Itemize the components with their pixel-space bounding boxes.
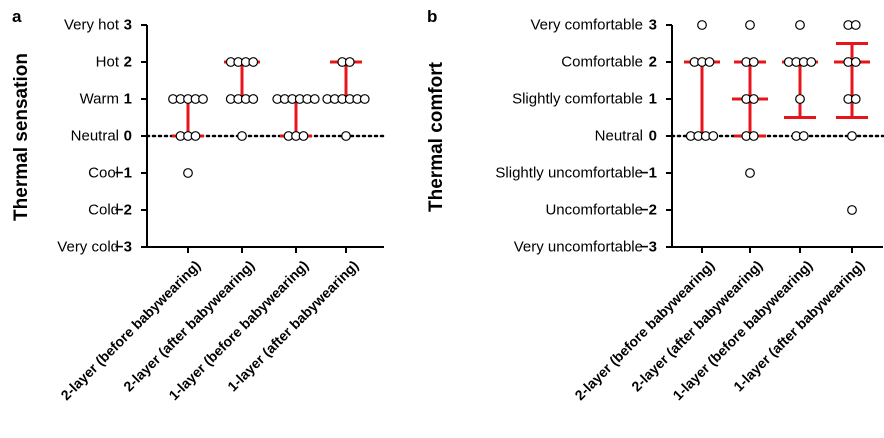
y-tick-number: −2 bbox=[115, 202, 132, 219]
series-4 bbox=[834, 20, 870, 215]
data-point bbox=[183, 168, 193, 178]
y-tick-label: Very hot bbox=[64, 17, 120, 34]
data-point bbox=[748, 131, 759, 141]
series-2 bbox=[224, 57, 260, 141]
data-point bbox=[344, 57, 355, 67]
data-point bbox=[190, 131, 201, 141]
data-point bbox=[795, 94, 805, 104]
data-point bbox=[798, 131, 809, 141]
y-tick-label: Very comfortable bbox=[530, 17, 643, 34]
y-axis-title: Thermal sensation bbox=[11, 53, 32, 221]
y-tick-number: −1 bbox=[115, 165, 132, 182]
y-tick-label: Very cold bbox=[57, 239, 119, 256]
data-point bbox=[850, 57, 861, 67]
chart-panel-b: b Thermal comfort 3 Very comfortable 2 Comfor… bbox=[426, 7, 884, 403]
y-tick-label: Very uncomfortable bbox=[514, 239, 643, 256]
y-tick-label: Cold bbox=[88, 202, 119, 219]
panel-letter: a bbox=[12, 7, 22, 26]
y-tick-number: 0 bbox=[124, 128, 132, 145]
y-tick-number: 0 bbox=[649, 128, 657, 145]
data-point bbox=[745, 20, 755, 30]
y-tick-number: −3 bbox=[640, 239, 657, 256]
y-tick-number: −1 bbox=[640, 165, 657, 182]
y-tick-number: 1 bbox=[124, 91, 132, 108]
y-tick-number: 1 bbox=[649, 91, 657, 108]
data-point bbox=[795, 20, 805, 30]
data-point bbox=[359, 94, 370, 104]
y-tick-label: Comfortable bbox=[561, 54, 643, 71]
y-axis-title: Thermal comfort bbox=[426, 61, 447, 212]
data-point bbox=[697, 20, 707, 30]
y-tick-number: 2 bbox=[649, 54, 657, 71]
y-tick-number: 2 bbox=[124, 54, 132, 71]
data-point bbox=[309, 94, 320, 104]
data-point bbox=[198, 94, 208, 104]
y-tick-label: Slightly comfortable bbox=[512, 91, 643, 108]
y-tick-label: Cool bbox=[88, 165, 119, 182]
data-point bbox=[708, 131, 719, 141]
y-tick-number: −2 bbox=[640, 202, 657, 219]
series-4 bbox=[322, 57, 370, 141]
series-3 bbox=[782, 20, 818, 141]
data-point bbox=[237, 131, 247, 141]
y-tick-label: Neutral bbox=[595, 128, 643, 145]
data-point bbox=[248, 57, 259, 67]
y-tick-label: Slightly uncomfortable bbox=[495, 165, 643, 182]
data-point bbox=[341, 131, 351, 141]
data-point bbox=[850, 94, 861, 104]
y-tick-label: Neutral bbox=[71, 128, 119, 145]
series-1 bbox=[684, 20, 720, 141]
y-tick-label: Uncomfortable bbox=[545, 202, 643, 219]
series-1 bbox=[168, 94, 208, 178]
y-tick-number: −3 bbox=[115, 239, 132, 256]
panel-letter: b bbox=[427, 7, 437, 26]
data-point bbox=[748, 57, 759, 67]
data-point bbox=[704, 57, 715, 67]
data-point bbox=[248, 94, 259, 104]
series-3 bbox=[272, 94, 320, 141]
data-point bbox=[850, 20, 861, 30]
y-tick-label: Hot bbox=[96, 54, 120, 71]
data-point bbox=[806, 57, 817, 67]
y-tick-number: 3 bbox=[124, 17, 132, 34]
y-tick-label: Warm bbox=[80, 91, 119, 108]
data-point bbox=[847, 131, 857, 141]
series-2 bbox=[732, 20, 768, 178]
data-point bbox=[298, 131, 309, 141]
data-point bbox=[847, 205, 857, 215]
y-tick-number: 3 bbox=[649, 17, 657, 34]
data-point bbox=[748, 94, 759, 104]
data-point bbox=[745, 168, 755, 178]
